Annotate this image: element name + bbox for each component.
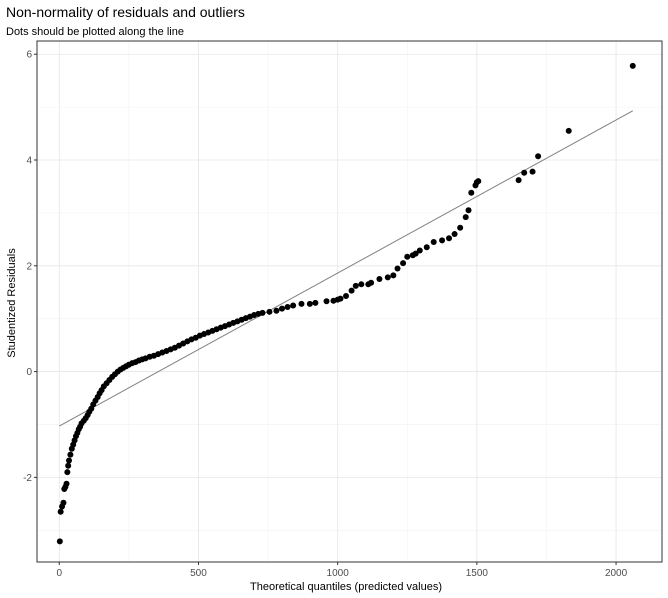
data-point	[451, 231, 458, 238]
data-point	[323, 298, 330, 305]
data-point	[343, 292, 350, 299]
data-point	[306, 300, 313, 307]
x-axis-title: Theoretical quantiles (predicted values)	[250, 581, 442, 593]
data-point	[348, 287, 355, 294]
data-point	[284, 304, 291, 311]
data-point	[465, 207, 472, 214]
y-tick-label: 4	[26, 156, 32, 167]
data-point	[298, 300, 305, 307]
data-point	[416, 247, 423, 254]
chart-title: Non-normality of residuals and outliers	[6, 4, 245, 20]
data-point	[404, 253, 411, 260]
data-point	[65, 462, 72, 469]
data-point	[259, 309, 266, 316]
grid	[37, 41, 662, 562]
data-point	[63, 480, 70, 487]
data-point	[412, 250, 419, 257]
data-point	[337, 295, 344, 302]
data-point	[273, 307, 280, 314]
data-point	[57, 508, 64, 515]
x-tick-label: 1000	[327, 568, 350, 579]
data-point	[423, 244, 430, 251]
x-tick-label: 500	[190, 568, 207, 579]
y-tick-label: -2	[23, 473, 32, 484]
axis-ticks: 0 500 1000 1500 2000 -2 0 2 4 6	[23, 50, 628, 579]
data-point	[430, 238, 437, 245]
data-point	[64, 469, 71, 476]
data-point	[446, 235, 453, 242]
data-point	[384, 274, 391, 281]
data-point	[56, 538, 63, 545]
panel-border	[36, 40, 663, 563]
data-point	[376, 276, 383, 283]
x-tick-label: 2000	[605, 568, 628, 579]
data-point	[66, 457, 73, 464]
data-point	[312, 299, 319, 306]
data-point	[400, 260, 407, 267]
x-tick-label: 1500	[466, 568, 489, 579]
data-point	[529, 168, 536, 175]
data-point	[468, 189, 475, 196]
data-point	[390, 272, 397, 279]
reference-line	[59, 110, 634, 427]
y-tick-label: 0	[26, 367, 32, 378]
data-point	[352, 282, 359, 289]
data-point	[535, 153, 542, 160]
data-point	[565, 127, 572, 134]
chart-subtitle: Dots should be plotted along the line	[6, 26, 184, 38]
data-point	[475, 178, 482, 185]
data-point	[368, 279, 375, 286]
data-point	[266, 308, 273, 315]
data-point	[394, 265, 401, 272]
data-point	[629, 62, 636, 69]
data-point	[290, 302, 297, 309]
data-point	[67, 451, 74, 458]
data-point	[439, 237, 446, 244]
data-point	[278, 305, 285, 312]
data-point	[515, 177, 522, 184]
y-axis-title: Studentized Residuals	[6, 248, 18, 358]
data-point	[358, 281, 365, 288]
data-point	[521, 169, 528, 176]
data-point	[457, 224, 464, 231]
y-tick-label: 2	[26, 261, 32, 272]
data-point	[60, 499, 67, 506]
y-tick-label: 6	[26, 50, 32, 61]
points	[56, 62, 636, 545]
x-tick-label: 0	[56, 568, 62, 579]
data-point	[462, 214, 469, 221]
